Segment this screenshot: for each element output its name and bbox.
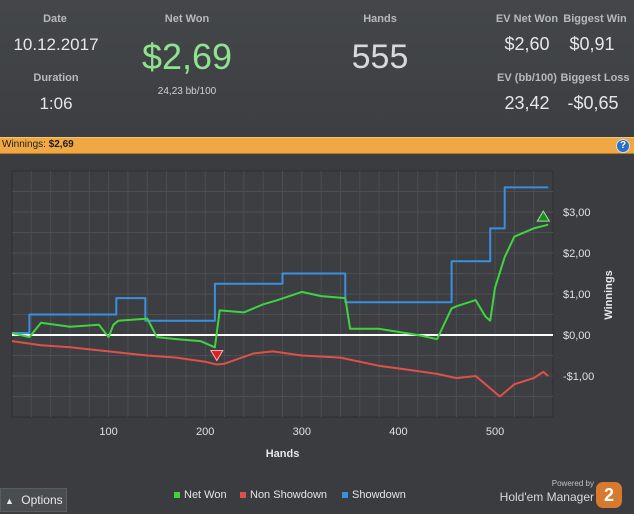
series-line-showdown [12,186,549,334]
max-marker-icon [536,210,551,222]
legend-item-showdown[interactable]: Showdown [342,489,406,501]
powered-by-text: Powered by [551,479,594,488]
date-label: Date [43,13,67,25]
legend-item-non-showdown[interactable]: Non Showdown [240,489,327,501]
legend-non-showdown-label: Non Showdown [250,489,328,501]
x-tick-label: 200 [196,426,214,438]
duration-label: Duration [33,72,79,84]
biggest-win-label: Biggest Win [563,13,627,25]
non-showdown-swatch [240,492,246,499]
session-stats-panel: Date 10.12.2017 Duration 1:06 Net Won $2… [0,0,634,137]
x-tick-label: 500 [486,426,504,438]
y-axis-label: Winnings [603,270,615,319]
net-won-label: Net Won [164,13,210,25]
net-won-bb100: 24,23 bb/100 [157,86,217,97]
chevron-up-icon: ▲ [5,496,14,506]
options-label: Options [21,493,63,507]
y-tick-label: $0,00 [563,330,591,342]
date-value: 10.12.2017 [13,35,99,54]
winnings-summary: Winnings: $2,69 [2,139,74,150]
hands-value: 555 [351,38,409,76]
y-tick-label: $2,00 [563,248,591,260]
y-tick-label: $1,00 [563,289,591,301]
winnings-chart[interactable]: 100 200 300 400 500 $3,00 $2,00 $1,00 $0,00 -$1,0… [0,155,634,485]
min-marker-icon [209,350,224,362]
biggest-loss-value: -$0,65 [567,93,619,113]
brand-name: Hold'em Manager [499,490,594,504]
y-tick-label: -$1,00 [563,371,594,383]
ev-bb100-value: 23,42 [504,93,550,113]
series-line-net-won [11,223,549,349]
footer-bar: ▲ Options Net Won Non Showdown Showdown … [0,479,634,514]
x-tick-label: 100 [99,426,117,438]
x-tick-label: 300 [293,426,311,438]
series-line-non-showdown [11,340,549,398]
winnings-graph: 100 200 300 400 500 $3,00 $2,00 $1,00 $0,00 -$1,0… [0,155,634,485]
winnings-label: Winnings: [2,139,46,150]
ev-bb100-label: EV (bb/100) [497,72,557,84]
winnings-value: $2,69 [48,139,74,150]
options-button[interactable]: ▲ Options [0,488,67,512]
net-won-swatch [174,492,180,499]
x-tick-label: 400 [389,426,407,438]
hm2-logo: 2 [596,482,622,508]
x-axis-label: Hands [266,448,300,460]
showdown-swatch [342,492,348,499]
winnings-bar: Winnings: $2,69 ? [0,137,634,154]
net-won-value: $2,69 [141,36,233,77]
biggest-loss-label: Biggest Loss [560,72,630,84]
ev-net-won-value: $2,60 [504,34,550,54]
duration-value: 1:06 [39,94,73,113]
legend-item-net-won[interactable]: Net Won [174,489,227,501]
help-icon[interactable]: ? [616,139,630,153]
ev-net-won-label: EV Net Won [495,13,559,25]
biggest-win-value: $0,91 [569,34,615,54]
y-tick-label: $3,00 [563,207,591,219]
hands-label: Hands [363,13,397,25]
legend-showdown-label: Showdown [352,489,406,501]
legend-net-won-label: Net Won [184,489,227,501]
